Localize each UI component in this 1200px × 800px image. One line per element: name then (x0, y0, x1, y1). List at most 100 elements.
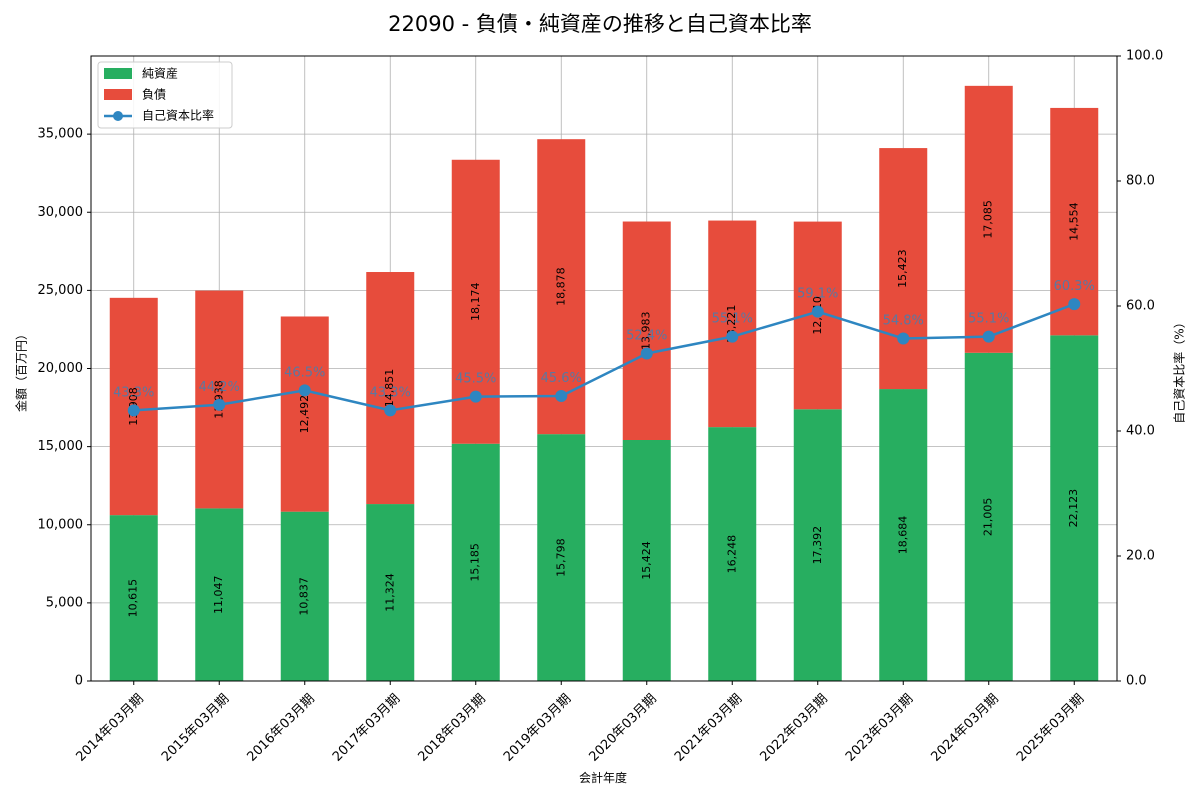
bar-label-liabilities: 13,983 (640, 312, 653, 351)
bar-net-assets (537, 434, 586, 681)
bar-net-assets (280, 511, 329, 681)
bar-label-net-assets: 17,392 (811, 526, 824, 565)
y-tick-label: 10,000 (38, 517, 84, 532)
bar-label-net-assets: 15,424 (640, 541, 653, 580)
ratio-line (133, 302, 1075, 412)
y-tick-label: 0 (75, 674, 83, 689)
chart-title: 22090 - 負債・純資産の推移と自己資本比率 (388, 12, 812, 36)
x-tick-label: 2018年03月期 (416, 691, 489, 764)
ratio-label: 54.8% (883, 314, 924, 329)
bar-liabilities (964, 85, 1013, 353)
legend-swatch-ratio-marker (113, 111, 123, 121)
bar-liabilities (280, 316, 329, 512)
ratio-label: 45.5% (455, 372, 496, 387)
bar-label-net-assets: 11,324 (383, 573, 396, 612)
bar-liabilities (1050, 107, 1099, 336)
bar-label-net-assets: 21,005 (982, 498, 995, 537)
ratio-label: 55.1% (968, 312, 1009, 327)
bar-label-net-assets: 18,684 (896, 516, 909, 555)
y2-tick-label: 40.0 (1126, 424, 1155, 439)
bar-label-liabilities: 14,554 (1067, 202, 1080, 241)
y-tick-label: 35,000 (38, 127, 84, 142)
ratio-point (213, 398, 226, 411)
x-axis-label: 会計年度 (579, 770, 627, 785)
bar-net-assets (1050, 335, 1099, 681)
bar-net-assets (366, 504, 415, 681)
bar-liabilities (537, 139, 586, 435)
y2-tick-label: 80.0 (1126, 174, 1155, 189)
bar-label-liabilities: 18,878 (554, 267, 567, 306)
bar-label-net-assets: 11,047 (212, 575, 225, 614)
bar-label-net-assets: 15,798 (554, 538, 567, 577)
ratio-label: 46.5% (284, 365, 325, 380)
ratio-point (726, 330, 739, 343)
bar-label-net-assets: 10,615 (127, 579, 140, 618)
bar-net-assets (109, 515, 158, 681)
ratio-label: 43.3% (113, 385, 154, 400)
bar-label-net-assets: 16,248 (725, 535, 738, 574)
y-tick-label: 15,000 (38, 439, 84, 454)
legend-label-ratio: 自己資本比率 (142, 108, 214, 123)
bar-label-liabilities: 12,492 (298, 395, 311, 434)
bar-liabilities (366, 272, 415, 505)
x-tick-label: 2021年03月期 (672, 691, 745, 764)
ratio-point (1068, 298, 1081, 311)
bar-label-liabilities: 17,085 (982, 200, 995, 239)
y2-tick-label: 0.0 (1126, 674, 1147, 689)
bar-label-net-assets: 10,837 (298, 577, 311, 616)
x-tick-label: 2024年03月期 (929, 691, 1002, 764)
y2-tick-label: 100.0 (1126, 49, 1163, 64)
bar-label-liabilities: 18,174 (469, 283, 482, 322)
ratio-label: 59.1% (797, 287, 838, 302)
bar-net-assets (793, 409, 842, 681)
ratio-point (982, 330, 995, 343)
x-tick-label: 2020年03月期 (587, 691, 660, 764)
x-tick-label: 2016年03月期 (245, 691, 318, 764)
y-tick-label: 25,000 (38, 283, 84, 298)
ratio-label: 52.4% (626, 329, 667, 344)
x-tick-label: 2023年03月期 (843, 691, 916, 764)
x-tick-label: 2022年03月期 (758, 691, 831, 764)
ratio-label: 44.2% (199, 380, 240, 395)
bar-net-assets (451, 443, 500, 681)
ratio-label: 55.1% (712, 312, 753, 327)
legend-swatch-net-assets (104, 68, 132, 79)
x-tick-label: 2015年03月期 (159, 691, 232, 764)
bar-liabilities (879, 148, 928, 390)
y2-axis-label: 自己資本比率（%） (1172, 316, 1187, 423)
bar-label-net-assets: 15,185 (469, 543, 482, 582)
ratio-label: 43.3% (370, 385, 411, 400)
ratio-point (298, 384, 311, 397)
y2-tick-label: 60.0 (1126, 299, 1155, 314)
x-tick-label: 2019年03月期 (501, 691, 574, 764)
bar-liabilities (622, 221, 671, 440)
legend-label-liabilities: 負債 (142, 87, 166, 102)
x-tick-label: 2017年03月期 (330, 691, 403, 764)
legend-label-net-assets: 純資産 (142, 66, 178, 81)
x-tick-label: 2014年03月期 (74, 691, 147, 764)
bar-net-assets (879, 389, 928, 681)
ratio-point (469, 390, 482, 403)
y2-tick-label: 20.0 (1126, 549, 1155, 564)
ratio-point (127, 404, 140, 417)
bar-label-liabilities: 14,851 (383, 369, 396, 408)
ratio-point (811, 305, 824, 318)
y-axis-label: 金額（百万円） (14, 328, 29, 412)
bar-net-assets (195, 508, 244, 681)
ratio-label: 60.3% (1054, 279, 1095, 294)
y-tick-label: 5,000 (46, 595, 83, 610)
bar-label-liabilities: 15,423 (896, 249, 909, 288)
bar-label-net-assets: 22,123 (1067, 489, 1080, 528)
x-tick-label: 2025年03月期 (1014, 691, 1087, 764)
ratio-point (640, 347, 653, 360)
ratio-point (384, 404, 397, 417)
bar-net-assets (964, 352, 1013, 681)
ratio-point (555, 390, 568, 402)
ratio-point (897, 332, 910, 345)
legend-swatch-liabilities (104, 89, 132, 100)
bar-net-assets (708, 427, 757, 681)
bar-net-assets (622, 440, 671, 681)
y-tick-label: 30,000 (38, 205, 84, 220)
bar-liabilities (708, 220, 757, 428)
